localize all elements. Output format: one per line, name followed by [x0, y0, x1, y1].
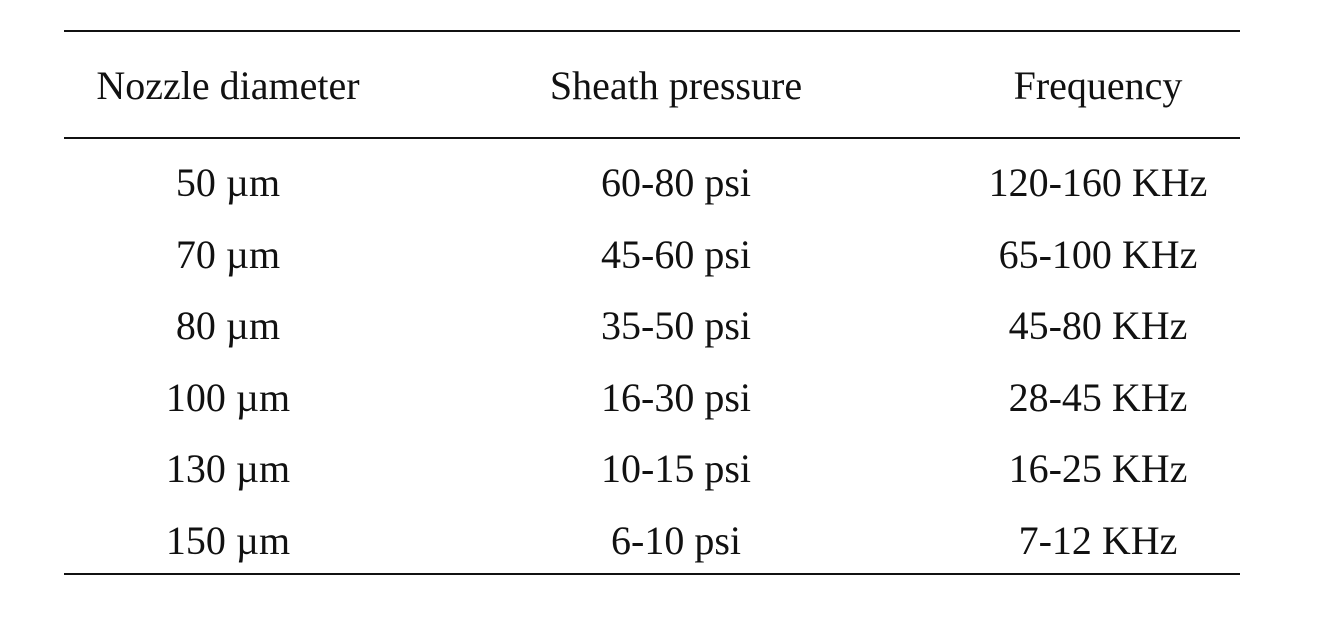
header-cell: Sheath pressure — [549, 63, 803, 108]
header-cell: Nozzle diameter — [96, 63, 360, 108]
header-cell: Frequency — [1013, 63, 1183, 108]
cell: 120-160 KHz — [988, 160, 1208, 205]
cell: 100 µm — [165, 374, 291, 420]
cell: 60-80 psi — [601, 160, 751, 205]
cell: 150 µm — [165, 517, 291, 563]
cell: 35-50 psi — [601, 303, 751, 348]
cell: 130 µm — [165, 446, 291, 491]
cell: 45-80 KHz — [1008, 303, 1188, 348]
cell: 45-60 psi — [601, 231, 751, 277]
cell: 6-10 psi — [611, 517, 741, 563]
bottom-rule — [64, 573, 1240, 575]
header-rule — [64, 137, 1240, 139]
top-rule — [64, 30, 1240, 32]
cell: 65-100 KHz — [998, 231, 1198, 277]
cell: 50 µm — [175, 160, 281, 205]
cell: 10-15 psi — [601, 446, 751, 491]
cell: 7-12 KHz — [1018, 517, 1178, 563]
cell: 70 µm — [175, 231, 281, 277]
cell: 16-25 KHz — [1008, 446, 1188, 491]
cell: 28-45 KHz — [1008, 374, 1188, 420]
cell: 80 µm — [175, 303, 281, 348]
cell: 16-30 psi — [601, 374, 751, 420]
